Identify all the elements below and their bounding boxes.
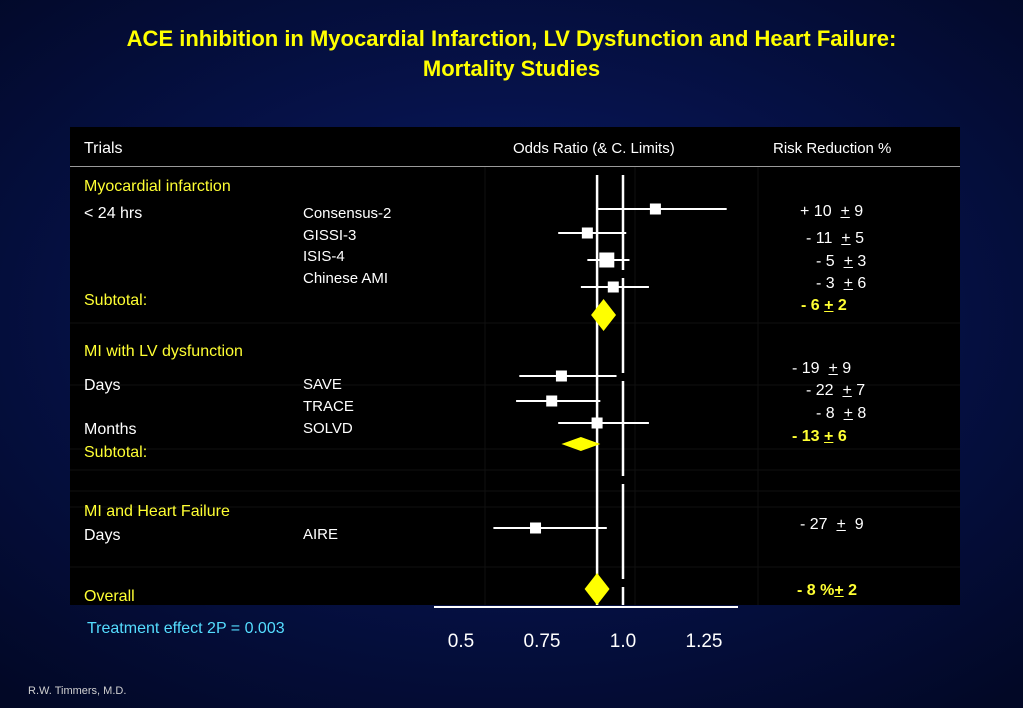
- subtotal-diamond: [591, 299, 617, 331]
- risk-reduction-value: - 19 + 9: [792, 360, 852, 377]
- treatment-effect: Treatment effect 2P = 0.003: [87, 620, 285, 637]
- risk-reduction-subtotal: - 6 + 2: [801, 297, 847, 314]
- odds-ratio-point: [591, 417, 603, 429]
- risk-reduction-value: - 5 + 3: [816, 253, 867, 270]
- timing-label: < 24 hrs: [84, 205, 143, 222]
- x-tick-label: 1.0: [610, 631, 636, 652]
- page-title: ACE inhibition in Myocardial Infarction,…: [0, 24, 1023, 84]
- x-tick-label: 0.5: [448, 631, 474, 652]
- risk-reduction-value: - 22 + 7: [806, 382, 866, 399]
- odds-ratio-point: [649, 203, 661, 215]
- odds-ratio-point: [599, 252, 615, 268]
- subtotal-diamond: [584, 573, 610, 605]
- header-odds-ratio: Odds Ratio (& C. Limits): [513, 140, 675, 157]
- header-trials: Trials: [84, 140, 123, 157]
- subtotal-diamond: [561, 437, 601, 451]
- trial-name: SAVE: [303, 376, 342, 393]
- subtotal-label: Subtotal:: [84, 292, 148, 309]
- risk-reduction-value: - 3 + 6: [816, 275, 867, 292]
- odds-ratio-point: [581, 227, 593, 239]
- timing-label: Months: [84, 421, 137, 438]
- forest-table-panel: Trials Odds Ratio (& C. Limits) Risk Red…: [70, 127, 960, 605]
- table-gridlines: [70, 167, 960, 605]
- risk-reduction-subtotal: - 13 + 6: [792, 428, 847, 445]
- subtotal-label: Subtotal:: [84, 444, 148, 461]
- group-heading-mi: Myocardial infarction: [84, 178, 231, 195]
- trial-name: SOLVD: [303, 420, 353, 437]
- header-risk-reduction: Risk Reduction %: [773, 140, 892, 157]
- trial-name: Consensus-2: [303, 205, 392, 222]
- group-heading-lv-dysfunction: MI with LV dysfunction: [84, 343, 243, 360]
- risk-reduction-value: + 10 + 9: [800, 203, 864, 220]
- overall-label: Overall: [84, 588, 135, 605]
- author-credit: R.W. Timmers, M.D.: [28, 685, 127, 697]
- odds-ratio-point: [607, 281, 619, 293]
- header-divider: [70, 166, 960, 167]
- risk-reduction-overall: - 8 %+ 2: [797, 582, 858, 599]
- x-tick-label: 1.25: [686, 631, 723, 652]
- x-tick-label: 0.75: [524, 631, 561, 652]
- timing-label: Days: [84, 377, 121, 394]
- title-line-1: ACE inhibition in Myocardial Infarction,…: [126, 26, 897, 51]
- trial-name: TRACE: [303, 398, 354, 415]
- odds-ratio-point: [530, 522, 542, 534]
- group-heading-heart-failure: MI and Heart Failure: [84, 503, 230, 520]
- risk-reduction-value: - 11 + 5: [806, 230, 864, 247]
- trial-name: GISSI-3: [303, 227, 357, 244]
- risk-reduction-value: - 8 + 8: [816, 405, 867, 422]
- title-line-2: Mortality Studies: [422, 56, 601, 81]
- trial-name: AIRE: [303, 526, 339, 543]
- odds-ratio-point: [555, 370, 567, 382]
- risk-reduction-value: - 27 + 9: [800, 516, 864, 533]
- timing-label: Days: [84, 527, 121, 544]
- trial-name: Chinese AMI: [303, 270, 389, 287]
- odds-ratio-point: [546, 395, 558, 407]
- trial-name: ISIS-4: [303, 248, 345, 265]
